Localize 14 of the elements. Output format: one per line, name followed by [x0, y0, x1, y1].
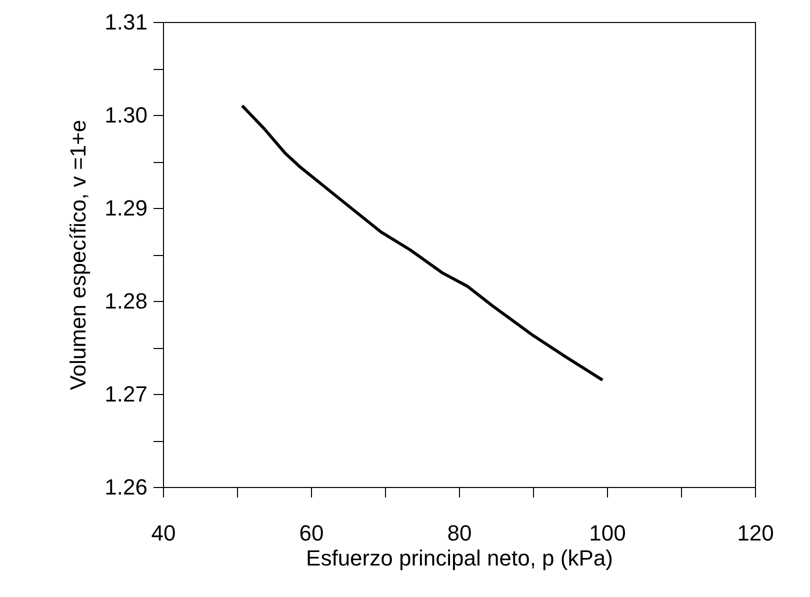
y-tick-label: 1.27	[104, 382, 148, 406]
x-tick-label: 120	[737, 520, 774, 546]
y-tick-label: 1.26	[104, 474, 148, 500]
line-series	[240, 104, 604, 382]
y-tick-label: 1.29	[104, 196, 148, 220]
x-tick-label: 40	[151, 520, 176, 546]
x-axis-title: Esfuerzo principal neto, p (kPa)	[306, 546, 613, 570]
x-tick-label: 100	[589, 520, 626, 546]
x-tick-label: 80	[447, 520, 472, 546]
y-axis-title: Volumen específico, v =1+e	[66, 120, 91, 390]
y-tick-label: 1.30	[104, 102, 148, 128]
y-tick-label: 1.28	[104, 288, 148, 314]
y-tick-label: 1.31	[104, 10, 148, 34]
x-tick-label: 60	[299, 520, 324, 546]
